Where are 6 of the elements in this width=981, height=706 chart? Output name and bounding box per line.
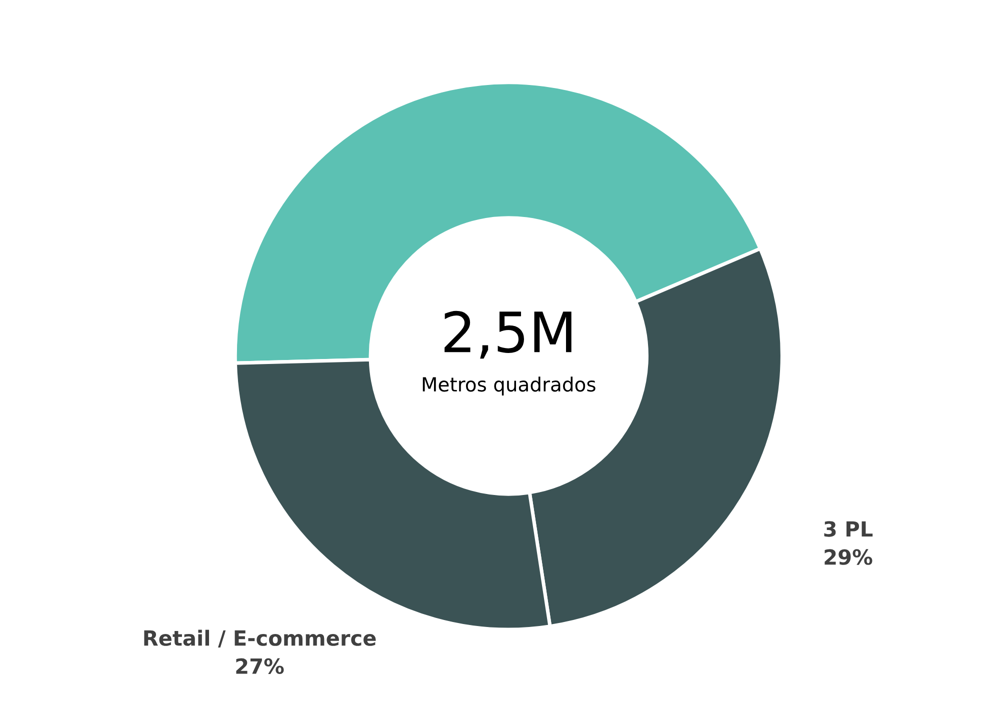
data-label: 27% — [236, 658, 284, 674]
slice-label: Retail / E-commerce — [144, 630, 376, 648]
slice-label: 3 PL — [824, 521, 873, 537]
data-label: 29% — [824, 549, 872, 565]
text: 2,5M — [444, 310, 572, 359]
text: Metros quadrados — [422, 376, 596, 396]
